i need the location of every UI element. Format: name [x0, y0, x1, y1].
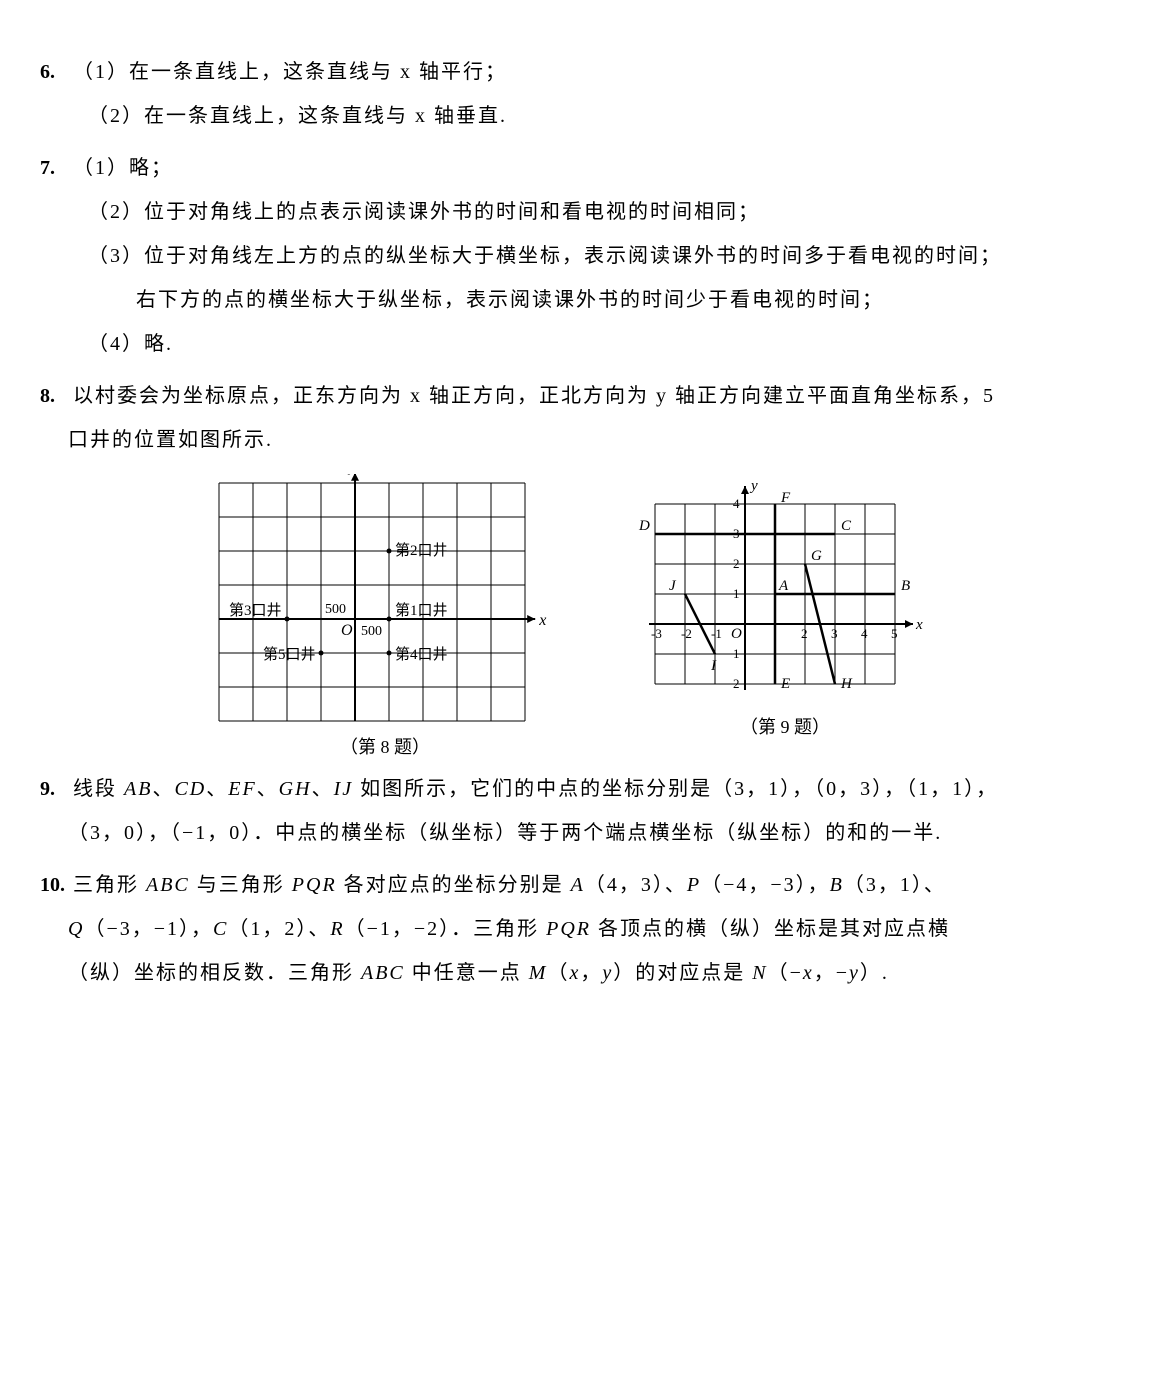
figure-8-svg: Ox y 500 500 第1口井 第2口井第3口井第4口井 第5口井	[205, 474, 565, 724]
svg-text:-2: -2	[681, 626, 692, 641]
q8-text2: 口井的位置如图所示.	[68, 418, 1110, 462]
svg-text:第5口井: 第5口井	[263, 645, 316, 663]
svg-text:D: D	[638, 518, 650, 534]
svg-text:第3口井: 第3口井	[229, 601, 282, 619]
problem-8: 8. 以村委会为坐标原点，正东方向为 x 轴正方向，正北方向为 y 轴正方向建立…	[40, 374, 1110, 462]
svg-text:5: 5	[891, 626, 898, 641]
svg-text:2: 2	[733, 676, 740, 691]
q6-p2: （2）在一条直线上，这条直线与 x 轴垂直.	[88, 94, 1110, 138]
problem-7: 7. （1）略； （2）位于对角线上的点表示阅读课外书的时间和看电视的时间相同；…	[40, 146, 1110, 366]
q7-p3: （3）位于对角线左上方的点的纵坐标大于横坐标，表示阅读课外书的时间多于看电视的时…	[88, 234, 1110, 278]
svg-text:500: 500	[361, 624, 382, 639]
q9-text1: 线段 AB、CD、EF、GH、IJ 如图所示，它们的中点的坐标分别是（3，1），…	[73, 778, 998, 800]
svg-text:F: F	[780, 490, 791, 506]
svg-text:O: O	[731, 626, 742, 642]
svg-text:O: O	[341, 622, 353, 639]
q7-p2: （2）位于对角线上的点表示阅读课外书的时间和看电视的时间相同；	[88, 190, 1110, 234]
q7-p1: （1）略；	[73, 157, 173, 179]
svg-text:1: 1	[733, 586, 740, 601]
svg-text:G: G	[811, 548, 822, 564]
svg-text:y: y	[749, 478, 758, 494]
svg-text:J: J	[669, 578, 677, 594]
q10-text1: 三角形 ABC 与三角形 PQR 各对应点的坐标分别是 A（4，3）、P（−4，…	[73, 874, 946, 896]
q10-text3: （纵）坐标的相反数．三角形 ABC 中任意一点 M（x，y）的对应点是 N（−x…	[68, 951, 1110, 995]
svg-text:4: 4	[861, 626, 868, 641]
figure-8-block: Ox y 500 500 第1口井 第2口井第3口井第4口井 第5口井 （第 8 题）	[205, 474, 565, 759]
svg-text:第4口井: 第4口井	[395, 645, 448, 663]
q9-text2: （3，0），（−1，0）．中点的横坐标（纵坐标）等于两个端点横坐标（纵坐标）的和…	[68, 811, 1110, 855]
q10-text2: Q（−3，−1），C（1，2）、R（−1，−2）．三角形 PQR 各顶点的横（纵…	[68, 907, 1110, 951]
figure-9-block: Oxy-3-2-12345123412ABCDEFGHIJ （第 9 题）	[625, 474, 945, 759]
svg-text:y: y	[347, 474, 357, 475]
svg-text:-3: -3	[651, 626, 662, 641]
q7-p4: （4）略.	[88, 322, 1110, 366]
svg-text:500: 500	[325, 602, 346, 617]
svg-text:3: 3	[831, 626, 838, 641]
svg-text:I: I	[710, 658, 717, 674]
svg-text:C: C	[841, 518, 852, 534]
q8-num: 8.	[40, 374, 68, 418]
problem-6: 6. （1）在一条直线上，这条直线与 x 轴平行； （2）在一条直线上，这条直线…	[40, 50, 1110, 138]
svg-text:-1: -1	[711, 626, 722, 641]
svg-text:A: A	[778, 578, 789, 594]
q9-num: 9.	[40, 767, 68, 811]
svg-text:1: 1	[733, 646, 740, 661]
svg-text:2: 2	[733, 556, 740, 571]
figures-row: Ox y 500 500 第1口井 第2口井第3口井第4口井 第5口井 （第 8 题） Ox…	[40, 474, 1110, 759]
q8-text1: 以村委会为坐标原点，正东方向为 x 轴正方向，正北方向为 y 轴正方向建立平面直…	[73, 385, 995, 407]
svg-text:第2口井: 第2口井	[395, 541, 448, 559]
figure-8-caption: （第 8 题）	[205, 733, 565, 759]
svg-text:4: 4	[733, 496, 740, 511]
q7-p3b: 右下方的点的横坐标大于纵坐标，表示阅读课外书的时间少于看电视的时间；	[136, 278, 1110, 322]
q6-num: 6.	[40, 50, 68, 94]
figure-9-svg: Oxy-3-2-12345123412ABCDEFGHIJ	[625, 474, 945, 704]
svg-text:B: B	[901, 578, 910, 594]
figure-9-caption: （第 9 题）	[625, 713, 945, 739]
problem-10: 10. 三角形 ABC 与三角形 PQR 各对应点的坐标分别是 A（4，3）、P…	[40, 863, 1110, 995]
q10-num: 10.	[40, 863, 68, 907]
svg-text:x: x	[915, 617, 923, 633]
svg-text:2: 2	[801, 626, 808, 641]
q6-p1: （1）在一条直线上，这条直线与 x 轴平行；	[73, 61, 507, 83]
svg-text:第1口井: 第1口井	[395, 601, 448, 619]
svg-text:H: H	[840, 676, 853, 692]
svg-text:x: x	[538, 612, 546, 629]
problem-9: 9. 线段 AB、CD、EF、GH、IJ 如图所示，它们的中点的坐标分别是（3，…	[40, 767, 1110, 855]
q7-num: 7.	[40, 146, 68, 190]
svg-text:E: E	[780, 676, 790, 692]
